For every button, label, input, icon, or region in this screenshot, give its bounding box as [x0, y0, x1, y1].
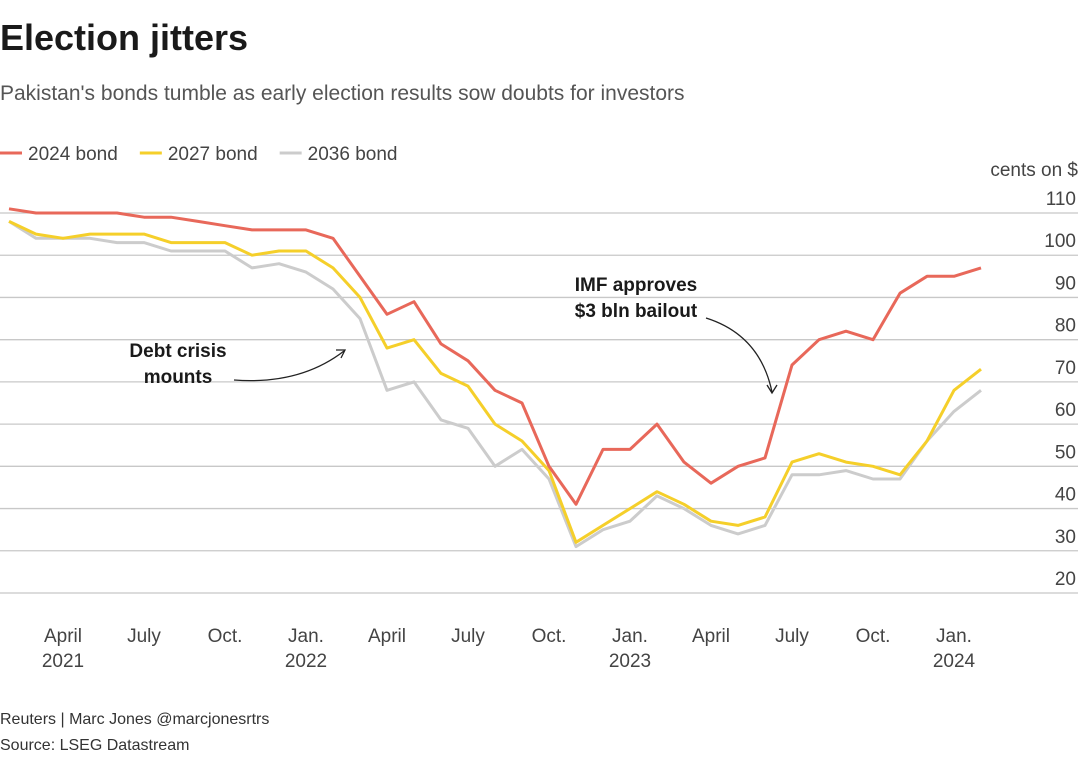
y-tick-label: 20	[1055, 569, 1076, 590]
y-axis-label: cents on $	[990, 160, 1078, 181]
legend-label: 2036 bond	[308, 144, 398, 165]
y-tick-label: 40	[1055, 485, 1076, 506]
series-line	[8, 220, 982, 544]
x-tick-label: July	[775, 626, 809, 647]
y-tick-label: 50	[1055, 442, 1076, 463]
annotation-arrowhead	[336, 349, 347, 359]
x-tick-label: April 2021	[42, 626, 84, 672]
x-tick-label: July	[127, 626, 161, 647]
y-tick-label: 80	[1055, 316, 1076, 337]
x-tick-label: Oct.	[532, 626, 567, 647]
x-tick-label: April	[692, 626, 730, 647]
y-tick-label: 70	[1055, 358, 1076, 379]
legend-label: 2024 bond	[28, 144, 118, 165]
x-tick-label: Jan. 2023	[609, 626, 651, 672]
annotation: IMF approves	[575, 275, 697, 296]
annotation: Debt crisis	[129, 341, 226, 362]
annotation-arrow	[705, 317, 773, 393]
x-tick-label: April	[368, 626, 406, 647]
annotation: $3 bln bailout	[575, 301, 698, 322]
y-tick-label: 100	[1044, 231, 1076, 252]
source: Source: LSEG Datastream	[0, 737, 189, 754]
x-tick-label: Jan. 2024	[933, 626, 976, 672]
x-tick-label: July	[451, 626, 485, 647]
legend-label: 2027 bond	[168, 144, 258, 165]
series-line	[8, 207, 982, 506]
y-tick-label: 60	[1055, 400, 1076, 421]
series-line	[8, 220, 982, 549]
annotation-arrowhead	[766, 384, 778, 395]
y-tick-label: 90	[1055, 273, 1076, 294]
y-tick-label: 30	[1055, 527, 1076, 548]
chart-title: Election jitters	[0, 17, 248, 58]
x-tick-label: Oct.	[208, 626, 243, 647]
x-tick-label: Jan. 2022	[285, 626, 327, 672]
y-tick-label: 110	[1046, 189, 1076, 210]
chart-subtitle: Pakistan's bonds tumble as early electio…	[0, 82, 685, 105]
credit: Reuters | Marc Jones @marcjonesrtrs	[0, 711, 269, 728]
annotation-arrow	[233, 350, 345, 382]
x-tick-label: Oct.	[856, 626, 891, 647]
annotation: mounts	[144, 367, 213, 388]
